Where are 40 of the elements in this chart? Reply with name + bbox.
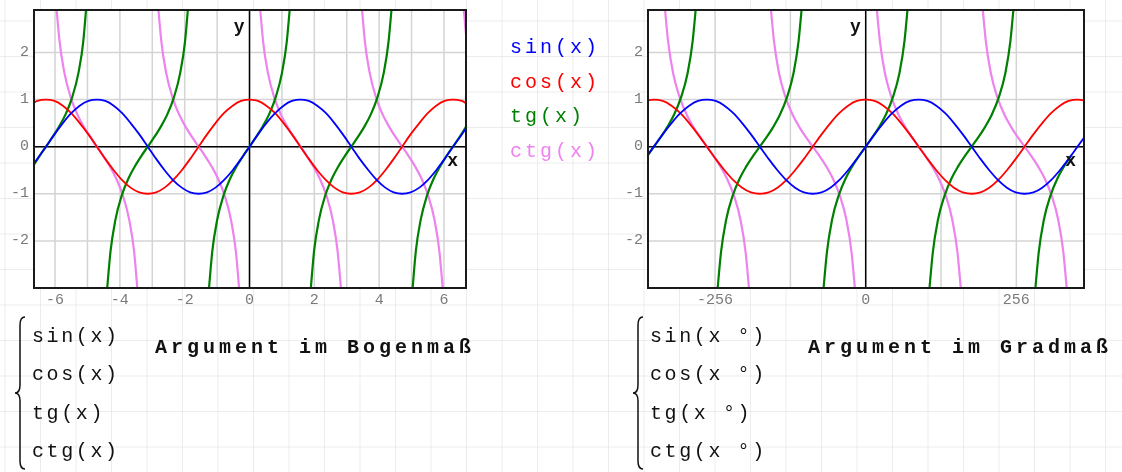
x-tick-label: -256 [697,292,734,309]
y-tick-label: 0 [633,138,643,156]
y-axis-title: y [233,17,245,37]
text: tg(x) [510,105,586,129]
x-tick-label: -2 [175,292,194,309]
x-tick-label: 4 [374,292,384,309]
text: ctg(x) [32,439,120,463]
text: cos(x) [510,70,601,94]
text: ctg(x °) [650,439,767,463]
x-axis-title: x [1065,150,1077,171]
x-tick-label: -4 [110,292,129,309]
y-tick-label: -1 [10,185,29,203]
y-tick-label: 2 [633,43,643,61]
y-tick-label: 0 [19,138,29,156]
x-tick-label: -6 [46,292,65,309]
text: tg(x) [32,401,106,425]
y-tick-label: -2 [624,232,643,250]
x-axis-title: x [447,150,459,171]
line-series [33,98,467,195]
x-tick-label: 256 [1002,292,1030,309]
text: cos(x °) [650,363,767,387]
text: cos(x) [32,363,120,387]
x-tick-label: 0 [861,292,871,309]
y-axis-title: y [849,17,861,37]
text: tg(x °) [650,401,753,425]
text: sin(x) [510,36,601,59]
y-tick-label: -1 [624,185,643,203]
x-tick-label: 2 [309,292,319,309]
text: ctg(x) [510,140,601,164]
text: sin(x °) [650,325,767,348]
x-tick-label: 6 [439,292,449,309]
text: sin(x) [32,325,120,348]
y-tick-label: 1 [19,91,29,109]
x-tick-label: 0 [245,292,255,309]
line-series [647,98,1085,195]
text: Argument im Gradmaß [808,336,1113,359]
y-tick-label: 2 [19,43,29,61]
y-tick-label: 1 [633,91,643,109]
y-tick-label: -2 [10,232,29,250]
text: Argument im Bogenmaß [155,336,476,359]
